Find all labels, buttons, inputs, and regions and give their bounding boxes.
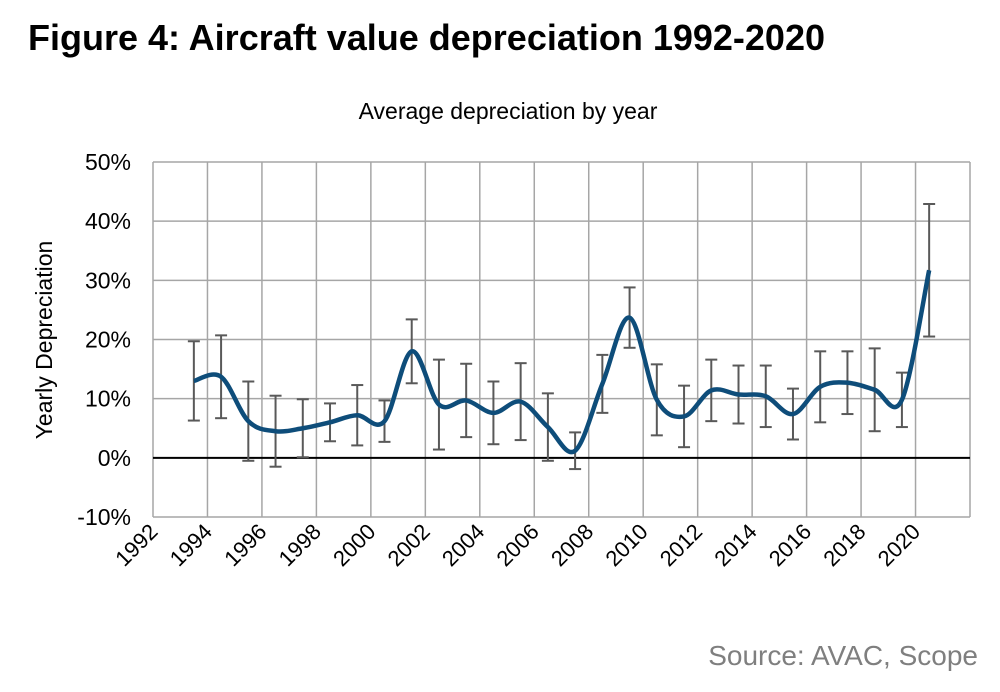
- line-series: [193, 269, 932, 455]
- y-tick-label: 0%: [98, 445, 131, 471]
- y-tick-label: 10%: [85, 386, 131, 412]
- x-tick-label: 1996: [219, 519, 271, 571]
- x-tick-label: 2014: [709, 519, 761, 571]
- y-tick-label: -10%: [77, 504, 131, 530]
- x-tick-label: 2004: [437, 519, 489, 571]
- y-tick-label: 30%: [85, 267, 131, 293]
- x-tick-label: 2020: [873, 519, 925, 571]
- x-tick-label: 2018: [818, 519, 870, 571]
- x-tick-label: 1994: [165, 519, 217, 571]
- y-axis-label: Yearly Depreciation: [31, 241, 57, 440]
- x-tick-label: 2002: [383, 519, 435, 571]
- x-tick-label: 2016: [764, 519, 816, 571]
- x-tick-label: 2000: [328, 519, 380, 571]
- x-tick-label: 2010: [600, 519, 652, 571]
- x-tick-label: 2006: [492, 519, 544, 571]
- source: Source: AVAC, Scope: [708, 640, 978, 671]
- x-tick-label: 2012: [655, 519, 707, 571]
- y-tick-label: 50%: [85, 149, 131, 175]
- y-tick-label: 20%: [85, 327, 131, 353]
- y-tick-label: 40%: [85, 208, 131, 234]
- chart-title: Figure 4: Aircraft value depreciation 19…: [28, 17, 825, 58]
- chart-subtitle: Average depreciation by year: [359, 98, 658, 124]
- x-tick-label: 2008: [546, 519, 598, 571]
- x-tick-label: 1998: [274, 519, 326, 571]
